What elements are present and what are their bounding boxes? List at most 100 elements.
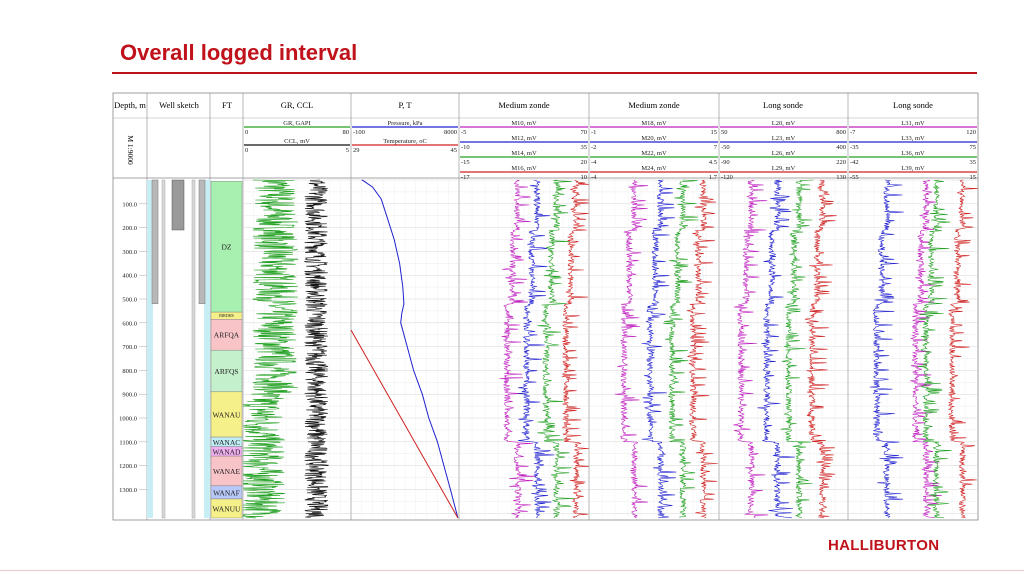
ls2-curve-1 bbox=[910, 179, 942, 519]
depth-tick-label: 1000.0 bbox=[119, 416, 137, 423]
slide-title: Overall logged interval bbox=[120, 40, 358, 65]
halliburton-logo: HALLIBURTON bbox=[828, 537, 940, 554]
mz2-curve-2 bbox=[641, 179, 677, 519]
track-header-name: M12, mV bbox=[511, 135, 537, 142]
track-scale-min: -4 bbox=[591, 159, 597, 166]
track-scale-min: 29 bbox=[353, 147, 360, 154]
track-scale-max: 130 bbox=[836, 174, 846, 181]
track-header-name: L36, mV bbox=[901, 150, 925, 157]
col-title-gr: GR, CCL bbox=[281, 100, 314, 110]
mz1-curve-4 bbox=[561, 180, 590, 519]
col-title-depth: Depth, m bbox=[114, 100, 146, 110]
track-scale-max: 70 bbox=[581, 129, 588, 136]
depth-tick-label: 600.0 bbox=[122, 320, 137, 327]
depth-tick-label: 700.0 bbox=[122, 344, 137, 351]
pressure-curve bbox=[361, 179, 459, 519]
track-scale-max: 45 bbox=[451, 147, 458, 154]
track-scale-min: 0 bbox=[245, 147, 248, 154]
track-scale-max: 5 bbox=[346, 147, 349, 154]
track-header-name: M14, mV bbox=[511, 150, 537, 157]
track-scale-min: -5 bbox=[461, 129, 466, 136]
track-header-name: M16, mV bbox=[511, 165, 537, 172]
track-scale-min: -2 bbox=[591, 144, 596, 151]
mz2-curve-1 bbox=[614, 179, 649, 519]
track-scale-min: -100 bbox=[353, 129, 365, 136]
track-scale-max: 7 bbox=[714, 144, 718, 151]
track-header-name: M24, mV bbox=[641, 165, 667, 172]
track-header-name: M10, mV bbox=[511, 120, 537, 127]
col-title-pt: P, T bbox=[398, 100, 412, 110]
track-header-name: M20, mV bbox=[641, 135, 667, 142]
col-title-ft: FT bbox=[222, 100, 233, 110]
formation-label: WANAE bbox=[213, 467, 240, 476]
track-scale-max: 75 bbox=[970, 144, 977, 151]
track-header-name: M18, mV bbox=[641, 120, 667, 127]
col-title-medium-zonde-2: Medium zonde bbox=[628, 100, 679, 110]
casing-left bbox=[151, 179, 159, 305]
formation-label: BIRDHS bbox=[219, 313, 234, 318]
track-header-name: L29, mV bbox=[772, 165, 796, 172]
ls2-curve-2 bbox=[869, 179, 904, 518]
depth-axis: 100.0 200.0 300.0 400.0 500.0 600.0 700.0 800.0… bbox=[119, 201, 147, 494]
tubing-left bbox=[161, 179, 166, 519]
log-frame bbox=[112, 92, 979, 521]
log-curves bbox=[241, 179, 979, 519]
ls1-curve-2 bbox=[757, 179, 795, 519]
formation-label: ARFQA bbox=[214, 331, 240, 340]
track-scale-max: 120 bbox=[966, 129, 976, 136]
track-scale-max: 220 bbox=[836, 159, 846, 166]
track-scale-max: 35 bbox=[970, 159, 977, 166]
track-scale-min: -4 bbox=[591, 174, 597, 181]
depth-tick-label: 900.0 bbox=[122, 392, 137, 399]
ls1-curve-1 bbox=[733, 179, 769, 519]
depth-tick-label: 500.0 bbox=[122, 297, 137, 304]
track-scale-min: -42 bbox=[850, 159, 859, 166]
track-scale-max: 15 bbox=[711, 129, 718, 136]
track-headers: GR, GAPI 0 80 CCL, mV 0 5 Pressure, kPa -100 800… bbox=[244, 120, 977, 181]
depth-tick-label: 1300.0 bbox=[119, 487, 137, 494]
ls2-curve-3 bbox=[917, 179, 952, 519]
track-header-name: L33, mV bbox=[901, 135, 925, 142]
ls1-curve-3 bbox=[780, 179, 814, 519]
formation-band bbox=[210, 319, 243, 351]
depth-tick-label: 300.0 bbox=[122, 249, 137, 256]
mz2-curve-4 bbox=[686, 179, 718, 519]
track-scale-min: -15 bbox=[461, 159, 470, 166]
track-scale-min: -7 bbox=[850, 129, 856, 136]
formation-band bbox=[210, 349, 243, 393]
mz1-curve-2 bbox=[517, 179, 555, 519]
track-scale-max: 1.7 bbox=[709, 174, 718, 181]
gr-curve bbox=[241, 179, 299, 519]
mz2-curve-3 bbox=[663, 179, 699, 518]
open-hole-left bbox=[147, 180, 153, 518]
formation-label: WANAC bbox=[213, 438, 241, 447]
track-scale-max: 15 bbox=[970, 174, 977, 181]
formation-band bbox=[210, 498, 243, 519]
formation-label: WANUU bbox=[213, 504, 241, 513]
formation-label: DZ bbox=[222, 243, 232, 252]
open-hole-right bbox=[204, 180, 210, 518]
track-scale-max: 4.5 bbox=[709, 159, 717, 166]
track-header-name: L31, mV bbox=[901, 120, 925, 127]
track-scale-min: -10 bbox=[461, 144, 470, 151]
track-scale-max: 10 bbox=[581, 174, 588, 181]
track-scale-max: 20 bbox=[581, 159, 588, 166]
track-scale-min: 50 bbox=[721, 129, 728, 136]
col-title-long-sonde-1: Long sonde bbox=[763, 100, 803, 110]
track-scale-max: 400 bbox=[836, 144, 846, 151]
casing-right bbox=[198, 179, 206, 305]
col-title-medium-zonde-1: Medium zonde bbox=[498, 100, 549, 110]
track-scale-max: 80 bbox=[343, 129, 350, 136]
track-scale-max: 800 bbox=[836, 129, 846, 136]
formation-label: WANAD bbox=[213, 447, 241, 456]
track-header-name: GR, GAPI bbox=[283, 120, 310, 127]
tool-string bbox=[171, 179, 185, 231]
log-border bbox=[112, 92, 979, 521]
well-sketch bbox=[147, 179, 210, 519]
col-title-long-sonde-2: Long sonde bbox=[893, 100, 933, 110]
bottom-divider bbox=[0, 570, 1024, 571]
mz1-curve-1 bbox=[499, 179, 537, 519]
track-scale-min: -55 bbox=[850, 174, 859, 181]
